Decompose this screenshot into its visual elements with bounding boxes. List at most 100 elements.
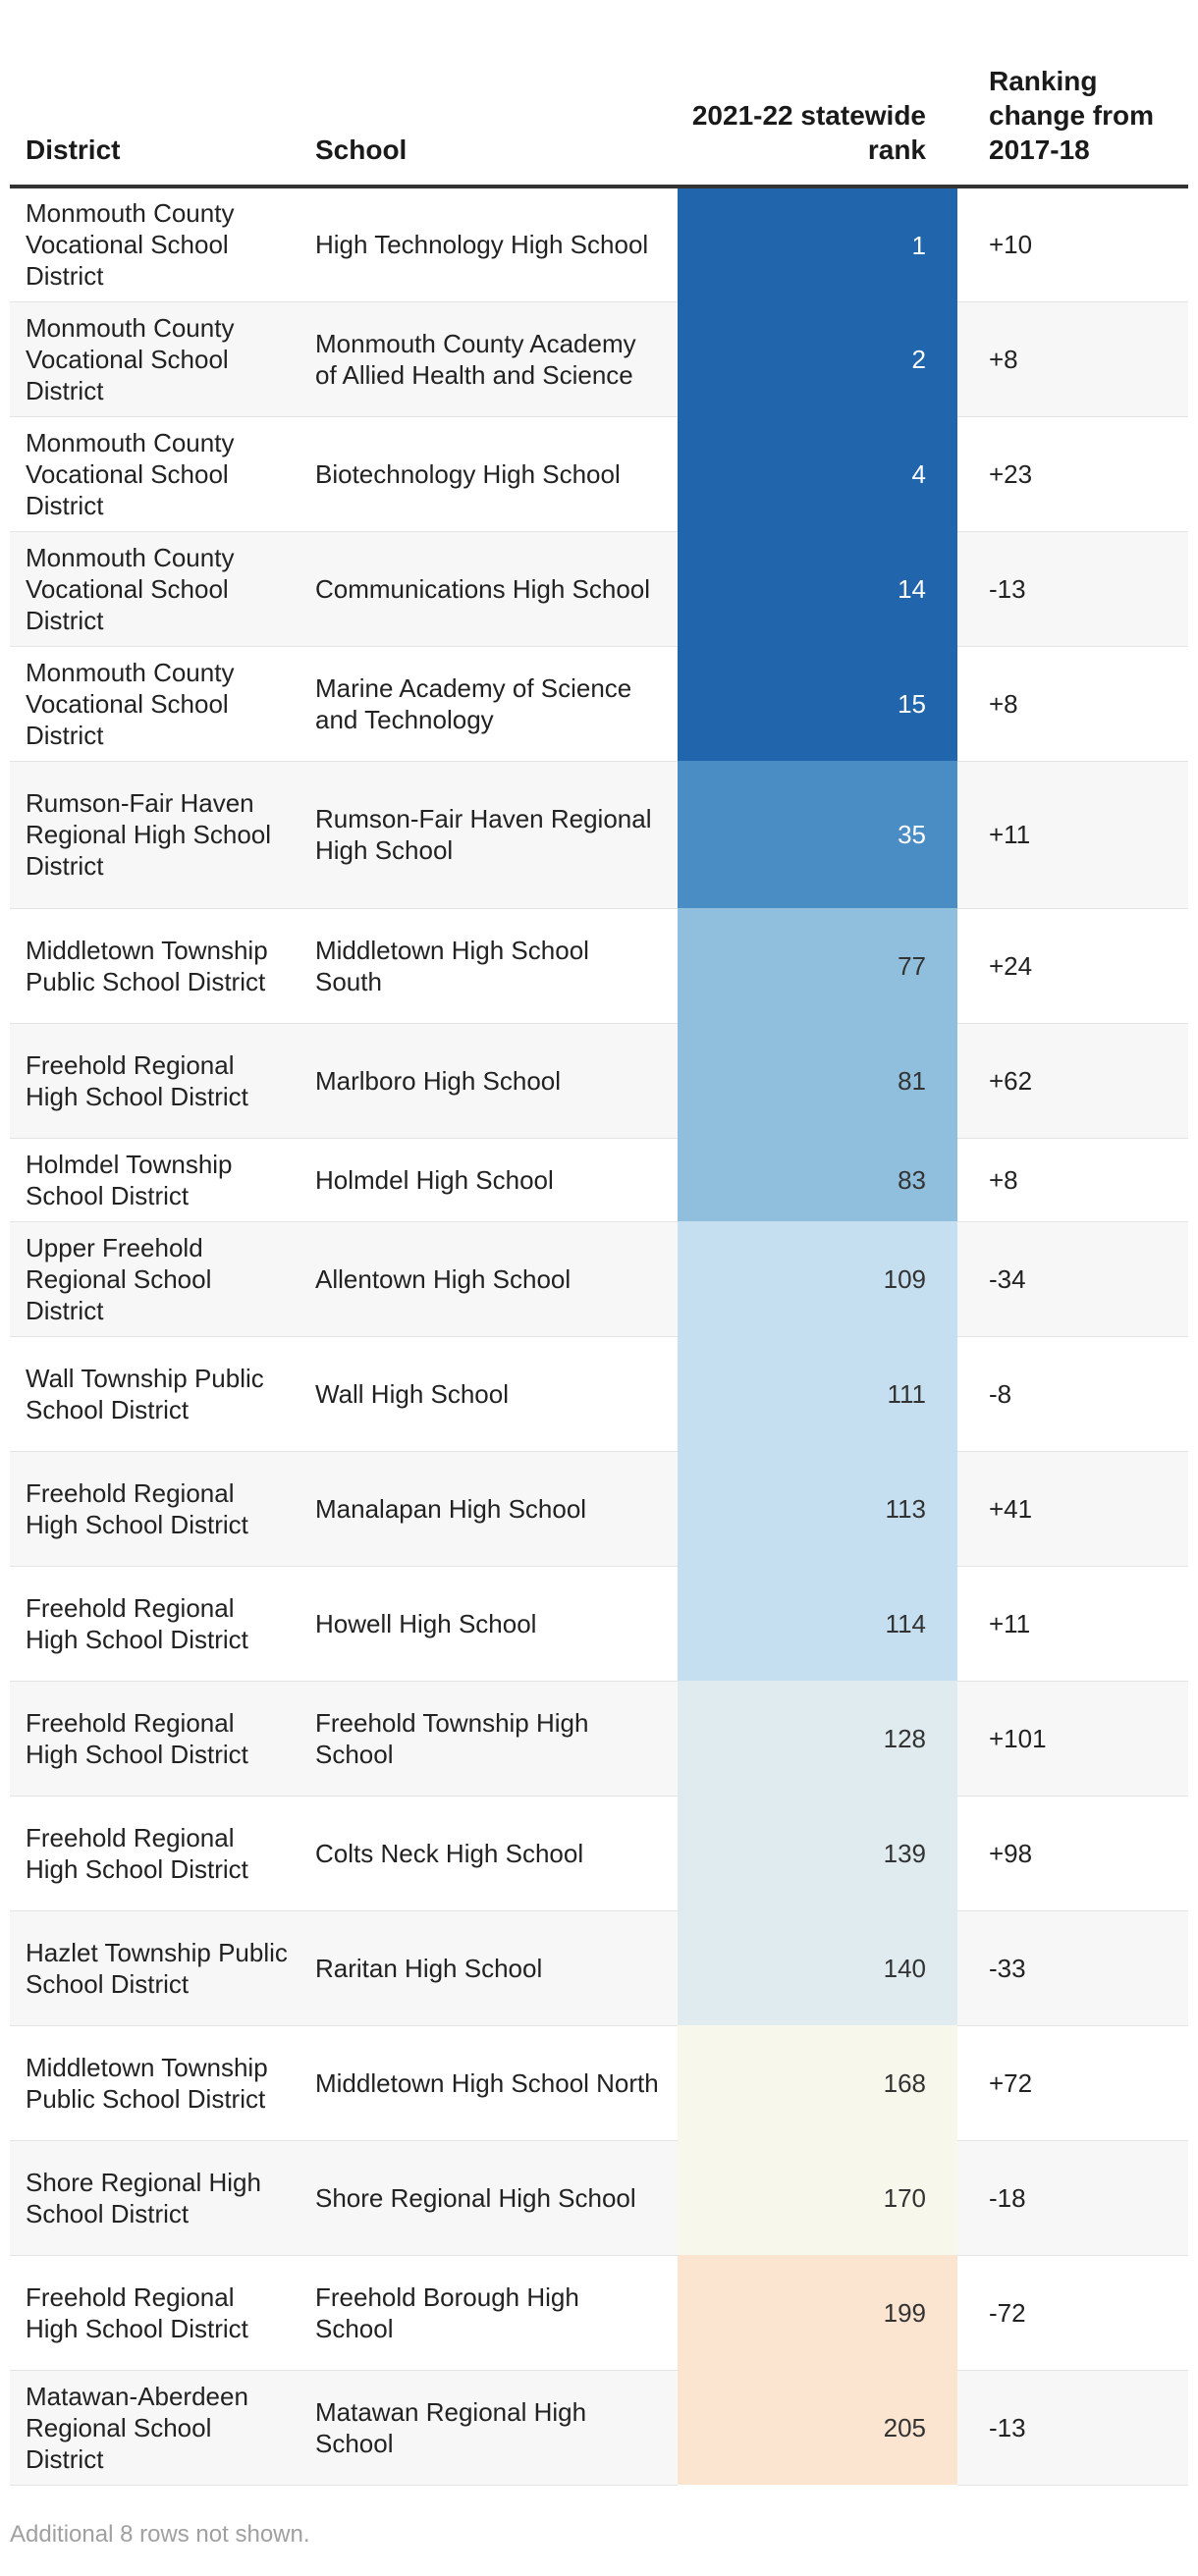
table-row: Monmouth County Vocational School Distri… bbox=[10, 646, 1188, 762]
cell-district: Monmouth County Vocational School Distri… bbox=[10, 646, 300, 762]
cell-district: Freehold Regional High School District bbox=[10, 1681, 300, 1797]
table-row: Freehold Regional High School District Ma… bbox=[10, 1023, 1188, 1139]
cell-rank: 15 bbox=[678, 646, 957, 761]
cell-school: High Technology High School bbox=[300, 187, 678, 302]
cell-district: Freehold Regional High School District bbox=[10, 1796, 300, 1911]
cell-rank: 168 bbox=[678, 2025, 957, 2140]
cell-change: +41 bbox=[957, 1451, 1188, 1567]
column-header-school[interactable]: School bbox=[300, 0, 678, 188]
cell-rank: 14 bbox=[678, 531, 957, 646]
cell-rank: 4 bbox=[678, 416, 957, 531]
cell-change: +72 bbox=[957, 2025, 1188, 2141]
cell-district: Freehold Regional High School District bbox=[10, 1023, 300, 1139]
cell-district: Monmouth County Vocational School Distri… bbox=[10, 301, 300, 417]
table-row: Wall Township Public School District Wall… bbox=[10, 1336, 1188, 1452]
cell-rank: 2 bbox=[678, 301, 957, 416]
header-row: District School 2021-22 statewide rank R… bbox=[10, 0, 1188, 188]
cell-rank: 140 bbox=[678, 1910, 957, 2025]
table-row: Rumson-Fair Haven Regional High School D… bbox=[10, 761, 1188, 909]
cell-school: Biotechnology High School bbox=[300, 416, 678, 532]
cell-rank: 113 bbox=[678, 1451, 957, 1566]
table-row: Middletown Township Public School Distri… bbox=[10, 908, 1188, 1024]
cell-school: Matawan Regional High School bbox=[300, 2370, 678, 2486]
cell-district: Middletown Township Public School Distri… bbox=[10, 2025, 300, 2141]
cell-change: +10 bbox=[957, 187, 1188, 302]
table-row: Monmouth County Vocational School Distri… bbox=[10, 531, 1188, 647]
cell-school: Marine Academy of Science and Technology bbox=[300, 646, 678, 762]
cell-rank: 170 bbox=[678, 2140, 957, 2255]
table-row: Shore Regional High School District Shore… bbox=[10, 2140, 1188, 2256]
column-header-district[interactable]: District bbox=[10, 0, 300, 188]
cell-district: Monmouth County Vocational School Distri… bbox=[10, 187, 300, 302]
cell-district: Middletown Township Public School Distri… bbox=[10, 908, 300, 1024]
cell-district: Upper Freehold Regional School District bbox=[10, 1221, 300, 1337]
cell-change: +101 bbox=[957, 1681, 1188, 1797]
table-row: Freehold Regional High School District Fr… bbox=[10, 2255, 1188, 2371]
table-row: Middletown Township Public School Distri… bbox=[10, 2025, 1188, 2141]
cell-change: -18 bbox=[957, 2140, 1188, 2256]
cell-rank: 35 bbox=[678, 761, 957, 908]
cell-change: +24 bbox=[957, 908, 1188, 1024]
cell-district: Monmouth County Vocational School Distri… bbox=[10, 416, 300, 532]
cell-school: Communications High School bbox=[300, 531, 678, 647]
table-row: Monmouth County Vocational School Distri… bbox=[10, 301, 1188, 417]
cell-school: Wall High School bbox=[300, 1336, 678, 1452]
table-row: Monmouth County Vocational School Distri… bbox=[10, 416, 1188, 532]
table-row: Matawan-Aberdeen Regional School Distric… bbox=[10, 2370, 1188, 2486]
school-ranking-table: District School 2021-22 statewide rank R… bbox=[10, 0, 1188, 2486]
cell-district: Freehold Regional High School District bbox=[10, 1451, 300, 1567]
cell-change: +8 bbox=[957, 646, 1188, 762]
ranking-table-container: District School 2021-22 statewide rank R… bbox=[10, 0, 1188, 2486]
cell-change: -13 bbox=[957, 531, 1188, 647]
table-body: Monmouth County Vocational School Distri… bbox=[10, 187, 1188, 2486]
cell-school: Allentown High School bbox=[300, 1221, 678, 1337]
cell-district: Freehold Regional High School District bbox=[10, 1566, 300, 1682]
cell-school: Marlboro High School bbox=[300, 1023, 678, 1139]
cell-change: +11 bbox=[957, 761, 1188, 909]
cell-school: Monmouth County Academy of Allied Health… bbox=[300, 301, 678, 417]
cell-rank: 199 bbox=[678, 2255, 957, 2370]
cell-change: -13 bbox=[957, 2370, 1188, 2486]
cell-rank: 83 bbox=[678, 1138, 957, 1221]
column-header-change[interactable]: Ranking change from 2017-18 bbox=[957, 0, 1188, 188]
cell-school: Freehold Township High School bbox=[300, 1681, 678, 1797]
cell-school: Howell High School bbox=[300, 1566, 678, 1682]
cell-district: Hazlet Township Public School District bbox=[10, 1910, 300, 2026]
cell-rank: 205 bbox=[678, 2370, 957, 2485]
cell-school: Manalapan High School bbox=[300, 1451, 678, 1567]
cell-school: Shore Regional High School bbox=[300, 2140, 678, 2256]
cell-school: Middletown High School North bbox=[300, 2025, 678, 2141]
cell-school: Holmdel High School bbox=[300, 1138, 678, 1222]
table-row: Holmdel Township School District Holmdel … bbox=[10, 1138, 1188, 1222]
cell-rank: 77 bbox=[678, 908, 957, 1023]
cell-school: Colts Neck High School bbox=[300, 1796, 678, 1911]
cell-district: Matawan-Aberdeen Regional School Distric… bbox=[10, 2370, 300, 2486]
cell-school: Raritan High School bbox=[300, 1910, 678, 2026]
cell-school: Rumson-Fair Haven Regional High School bbox=[300, 761, 678, 909]
cell-change: +8 bbox=[957, 1138, 1188, 1222]
table-row: Freehold Regional High School District Co… bbox=[10, 1796, 1188, 1911]
cell-district: Monmouth County Vocational School Distri… bbox=[10, 531, 300, 647]
cell-change: -33 bbox=[957, 1910, 1188, 2026]
table-row: Upper Freehold Regional School District A… bbox=[10, 1221, 1188, 1337]
footer-note: Additional 8 rows not shown. bbox=[10, 2521, 310, 2548]
cell-district: Shore Regional High School District bbox=[10, 2140, 300, 2256]
column-header-rank[interactable]: 2021-22 statewide rank bbox=[678, 0, 957, 188]
cell-district: Wall Township Public School District bbox=[10, 1336, 300, 1452]
cell-school: Middletown High School South bbox=[300, 908, 678, 1024]
cell-rank: 81 bbox=[678, 1023, 957, 1138]
table-header: District School 2021-22 statewide rank R… bbox=[10, 0, 1188, 188]
cell-rank: 1 bbox=[678, 187, 957, 301]
cell-change: +62 bbox=[957, 1023, 1188, 1139]
cell-school: Freehold Borough High School bbox=[300, 2255, 678, 2371]
cell-rank: 128 bbox=[678, 1681, 957, 1796]
cell-district: Rumson-Fair Haven Regional High School D… bbox=[10, 761, 300, 909]
cell-rank: 109 bbox=[678, 1221, 957, 1336]
cell-change: +98 bbox=[957, 1796, 1188, 1911]
cell-rank: 139 bbox=[678, 1796, 957, 1910]
cell-rank: 114 bbox=[678, 1566, 957, 1681]
cell-change: -72 bbox=[957, 2255, 1188, 2371]
table-row: Freehold Regional High School District Ho… bbox=[10, 1566, 1188, 1682]
cell-change: -34 bbox=[957, 1221, 1188, 1337]
cell-change: +11 bbox=[957, 1566, 1188, 1682]
